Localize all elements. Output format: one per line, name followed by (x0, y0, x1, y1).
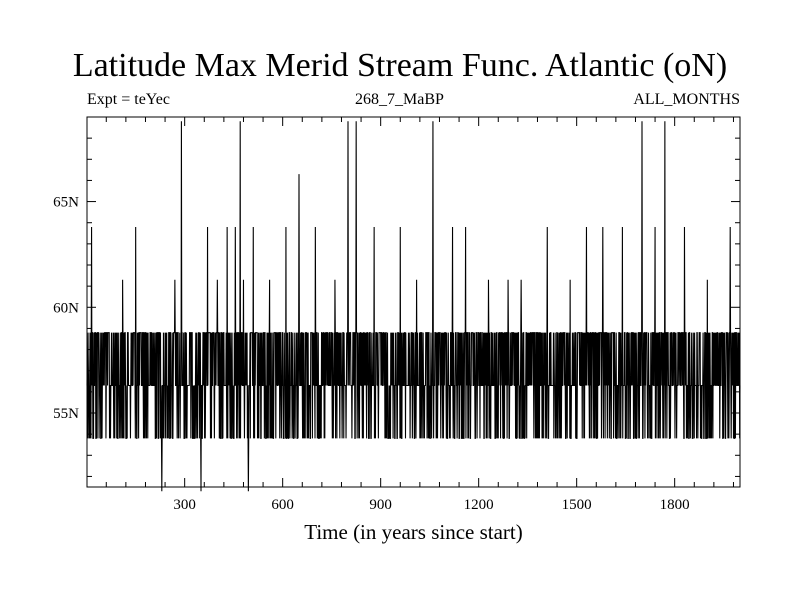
x-tick-label: 600 (271, 497, 294, 513)
series-layer (86, 121, 741, 492)
experiment-label: Expt = teYec (87, 91, 170, 108)
period-label: 268_7_MaBP (355, 91, 444, 108)
x-tick-label: 900 (369, 497, 392, 513)
y-tick-label: 60N (53, 300, 79, 316)
y-tick-label: 65N (53, 195, 79, 211)
x-tick-label: 1800 (660, 497, 690, 513)
ticks-layer: 300 600 900 1200 1500 1800 55N 60N 65N (53, 117, 740, 513)
x-tick-label: 1500 (562, 497, 592, 513)
plot-frame (86, 116, 741, 488)
series-line (86, 121, 741, 492)
y-tick-label: 55N (53, 406, 79, 422)
months-label: ALL_MONTHS (633, 91, 740, 108)
x-axis-label: Time (in years since start) (304, 520, 523, 544)
x-tick-label: 300 (173, 497, 196, 513)
chart-title: Latitude Max Merid Stream Func. Atlantic… (72, 47, 728, 84)
x-tick-label: 1200 (464, 497, 494, 513)
